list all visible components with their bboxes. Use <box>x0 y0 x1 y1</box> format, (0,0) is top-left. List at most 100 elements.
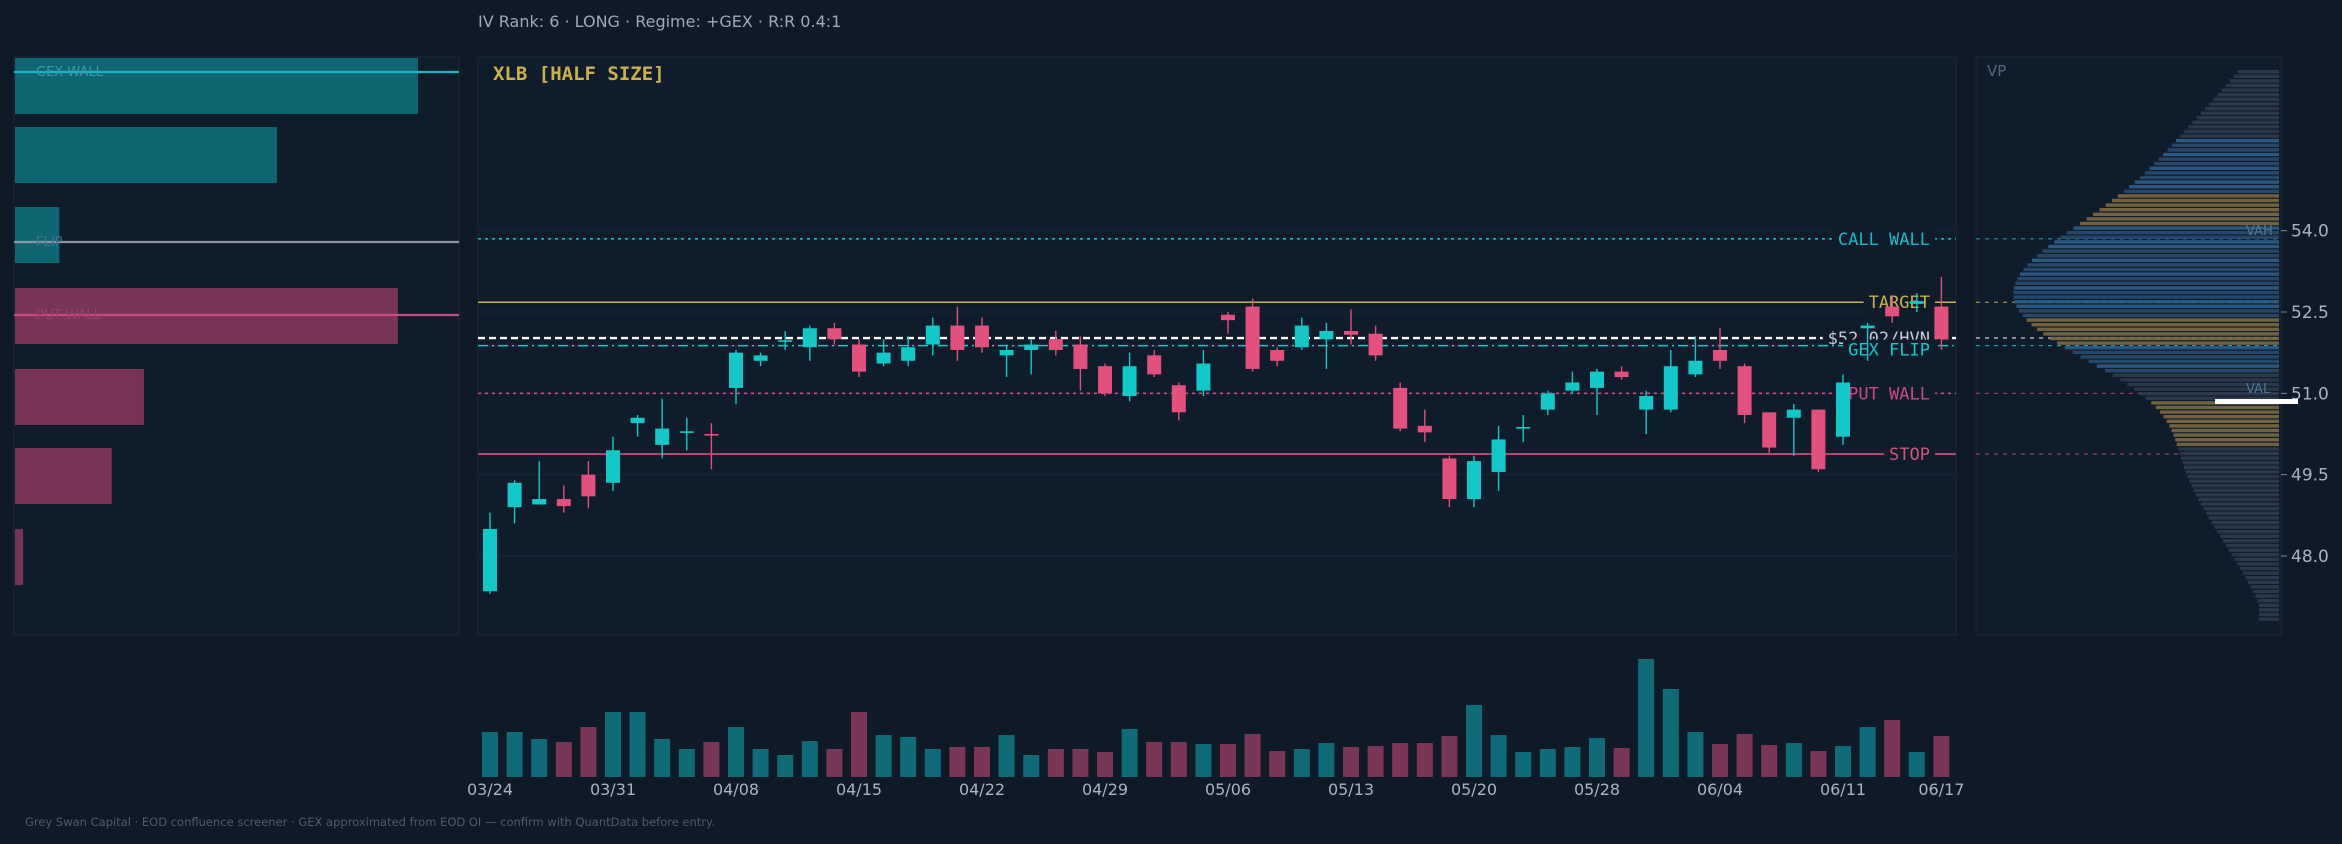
volume-bar <box>1589 738 1605 777</box>
volume-bar <box>949 747 966 777</box>
vp-row <box>2166 419 2279 423</box>
vp-row <box>2208 516 2279 520</box>
vp-row <box>2032 258 2279 262</box>
gex-bar <box>15 369 144 425</box>
vp-row <box>2057 341 2279 345</box>
vp-row <box>2255 594 2279 598</box>
volume-bar <box>629 712 646 777</box>
vp-row <box>2185 470 2279 474</box>
candle-body <box>1417 425 1432 433</box>
vp-row <box>2159 410 2279 414</box>
vp-row <box>2193 488 2279 492</box>
vp-row <box>2205 106 2279 111</box>
vp-row <box>2149 166 2279 170</box>
vp-row <box>2112 373 2279 377</box>
y-tick-label: 52.5 <box>2291 303 2329 323</box>
vp-row <box>2237 70 2279 74</box>
vp-row <box>2154 162 2279 166</box>
candle-body <box>1614 371 1629 378</box>
volume-bar <box>752 749 769 777</box>
vp-row <box>2217 530 2279 534</box>
candle-body <box>1467 461 1481 500</box>
x-tick-label: 04/29 <box>1082 780 1128 799</box>
volume-bar <box>1933 736 1950 777</box>
vp-row <box>2206 511 2279 515</box>
volume-bar <box>1072 749 1089 777</box>
vp-row <box>2259 612 2279 617</box>
vp-row <box>2155 405 2279 410</box>
level-label-bg <box>1832 228 1935 251</box>
vp-row <box>2182 461 2279 465</box>
vp-row <box>2209 102 2279 106</box>
vp-row <box>2225 543 2279 548</box>
candle-body <box>630 417 645 424</box>
vp-row <box>2184 129 2279 134</box>
vp-row <box>2214 525 2279 529</box>
x-tick-label: 06/17 <box>1918 780 1964 799</box>
vp-row <box>2019 309 2279 313</box>
vp-row <box>2222 539 2279 543</box>
candle-body <box>827 328 842 340</box>
volume-bar <box>506 732 523 777</box>
volume-bar <box>875 735 892 777</box>
vp-row <box>2146 396 2279 400</box>
volume-bar <box>728 727 744 777</box>
vp-row <box>2026 318 2279 322</box>
y-tick-label: 51.0 <box>2291 384 2329 404</box>
vp-row <box>2167 148 2279 152</box>
volume-bar <box>482 732 498 777</box>
candle-body <box>1368 333 1383 356</box>
vp-row <box>2123 189 2279 193</box>
vp-row <box>2253 589 2279 594</box>
vp-row <box>2014 300 2279 304</box>
volume-bar <box>1908 752 1925 777</box>
vp-row <box>2134 180 2279 184</box>
vp-row <box>2217 93 2279 97</box>
vp-row <box>2183 465 2279 469</box>
candle-body <box>704 434 719 436</box>
level-label-bg <box>1843 383 1935 406</box>
candle-body <box>532 499 547 505</box>
gex-bar <box>15 207 60 263</box>
volume-bar <box>1884 720 1901 777</box>
vp-row <box>2054 240 2279 244</box>
candle-body <box>876 352 891 364</box>
vp-row <box>2178 447 2279 451</box>
volume-bar <box>1195 744 1212 777</box>
x-tick-label: 05/06 <box>1205 780 1251 799</box>
candle-body <box>1811 409 1826 470</box>
vp-row <box>2257 599 2279 603</box>
volume-bar <box>1810 751 1827 777</box>
vp-row <box>2198 497 2279 502</box>
volume-bar <box>1835 746 1851 777</box>
vp-row <box>2104 369 2279 373</box>
vp-row <box>2189 479 2279 483</box>
vp-row <box>2259 617 2279 621</box>
volume-bar <box>1293 749 1310 777</box>
vp-row <box>2200 111 2279 115</box>
x-tick-label: 05/28 <box>1574 780 1620 799</box>
vp-row <box>2144 171 2279 175</box>
vp-row <box>2242 571 2279 575</box>
vp-row <box>2037 254 2279 258</box>
candle-body <box>901 347 916 361</box>
volume-bar <box>1146 742 1163 777</box>
vp-row <box>2096 364 2279 368</box>
volume-bar <box>974 747 990 777</box>
vp-row <box>2086 217 2279 221</box>
vp-row <box>2180 456 2279 460</box>
candle-body <box>1590 371 1604 388</box>
volume-bar <box>1785 743 1802 777</box>
volume-bar <box>1343 747 1359 777</box>
vp-val-label: VAL <box>2246 382 2271 397</box>
candle-body <box>1762 412 1777 448</box>
vp-row <box>2231 553 2279 557</box>
vp-row <box>2187 474 2279 479</box>
candle-body <box>606 450 620 483</box>
volume-bar <box>1244 734 1261 777</box>
vp-row <box>2192 120 2279 124</box>
vp-row <box>2027 263 2279 267</box>
volume-bar <box>1712 744 1728 777</box>
candle-body <box>1540 393 1555 410</box>
candle-body <box>1737 366 1752 416</box>
